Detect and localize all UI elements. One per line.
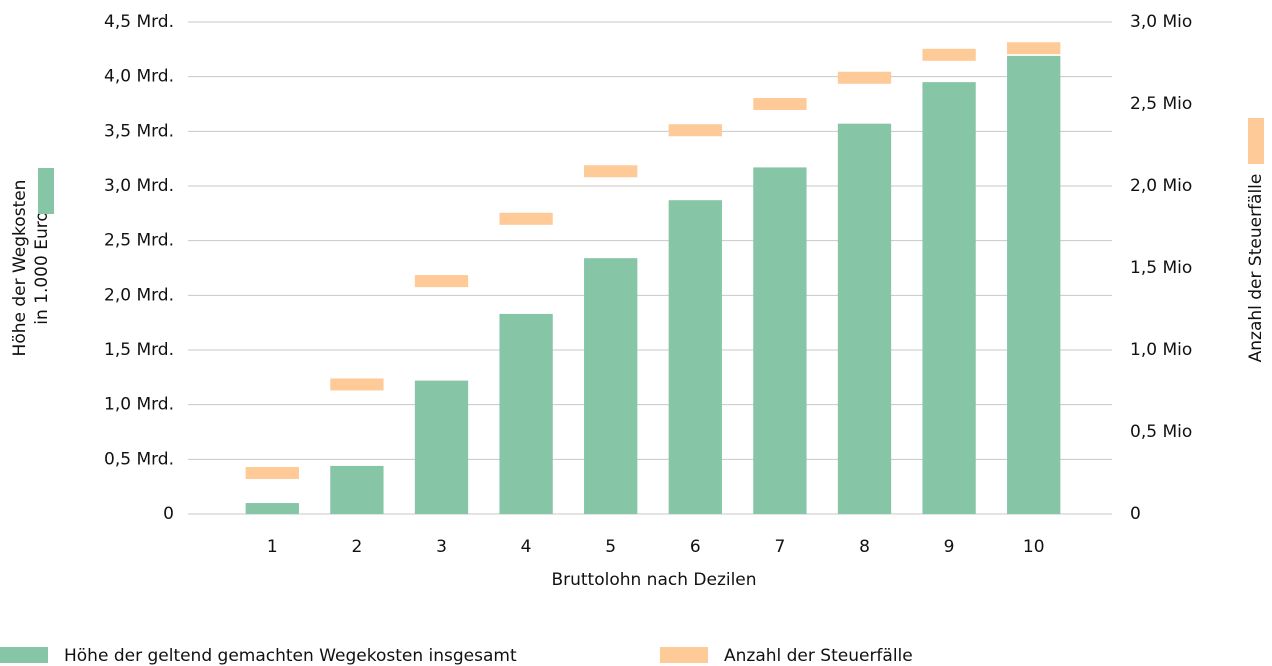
- bar: [245, 503, 299, 514]
- marker: [1007, 42, 1061, 55]
- x-tick-label: 10: [1023, 537, 1045, 557]
- x-tick-label: 5: [605, 537, 616, 557]
- marker: [499, 212, 553, 225]
- y2-tick-label: 0,5 Mio: [1130, 422, 1192, 442]
- y-tick-label: 3,5 Mrd.: [104, 121, 174, 141]
- y2-tick-label: 1,5 Mio: [1130, 258, 1192, 278]
- y2-tick-label: 2,5 Mio: [1130, 94, 1192, 114]
- y-axis-title: Höhe der Wegkosten in 1.000 Euro: [10, 180, 52, 357]
- y-tick-label: 1,0 Mrd.: [104, 395, 174, 415]
- marker: [668, 124, 722, 137]
- bar: [330, 465, 384, 514]
- x-tick-label: 1: [267, 537, 278, 557]
- y-tick-label: 2,0 Mrd.: [104, 285, 174, 305]
- bar: [668, 200, 722, 515]
- y-tick-label: 0: [163, 504, 174, 524]
- y-tick-label: 3,0 Mrd.: [104, 176, 174, 196]
- y2-axis-swatch: [1248, 118, 1264, 164]
- x-tick-label: 8: [859, 537, 870, 557]
- y2-tick-label: 2,0 Mio: [1130, 176, 1192, 196]
- y-tick-label: 4,5 Mrd.: [104, 12, 174, 32]
- legend-label: Höhe der geltend gemachten Wegekosten in…: [64, 646, 517, 666]
- x-tick-label: 2: [351, 537, 362, 557]
- x-tick-label: 9: [944, 537, 955, 557]
- legend-label: Anzahl der Steuerfälle: [724, 646, 913, 666]
- y-label-line: in 1.000 Euro: [32, 211, 52, 325]
- bar: [753, 167, 807, 514]
- legend-swatch: [0, 647, 48, 663]
- x-tick-label: 3: [436, 537, 447, 557]
- marker: [414, 275, 469, 288]
- marker: [584, 165, 638, 178]
- y-tick-label: 1,5 Mrd.: [104, 340, 174, 360]
- bar: [499, 313, 553, 514]
- marker: [837, 71, 892, 84]
- bar: [837, 123, 892, 515]
- bar: [414, 380, 469, 514]
- y-tick-label: 0,5 Mrd.: [104, 449, 174, 469]
- y2-tick-label: 0: [1130, 504, 1141, 524]
- legend-swatch: [660, 647, 708, 663]
- marker: [922, 48, 976, 61]
- bar: [1007, 55, 1061, 514]
- y-tick-label: 2,5 Mrd.: [104, 231, 174, 251]
- y2-tick-label: 3,0 Mio: [1130, 12, 1192, 32]
- marker: [753, 98, 807, 110]
- x-tick-label: 4: [521, 537, 532, 557]
- y2-axis-title: Anzahl der Steuerfälle: [1246, 174, 1266, 363]
- marker: [245, 467, 299, 479]
- y-tick-label: 4,0 Mrd.: [104, 67, 174, 87]
- bar: [584, 258, 638, 514]
- x-tick-label: 6: [690, 537, 701, 557]
- bar: [922, 82, 976, 514]
- y-axis-swatch: [38, 168, 54, 214]
- x-axis-title: Bruttolohn nach Dezilen: [551, 570, 756, 590]
- marker: [330, 378, 384, 391]
- x-tick-label: 7: [774, 537, 785, 557]
- y2-tick-label: 1,0 Mio: [1130, 340, 1192, 360]
- y-label-line: Höhe der Wegkosten: [10, 180, 30, 357]
